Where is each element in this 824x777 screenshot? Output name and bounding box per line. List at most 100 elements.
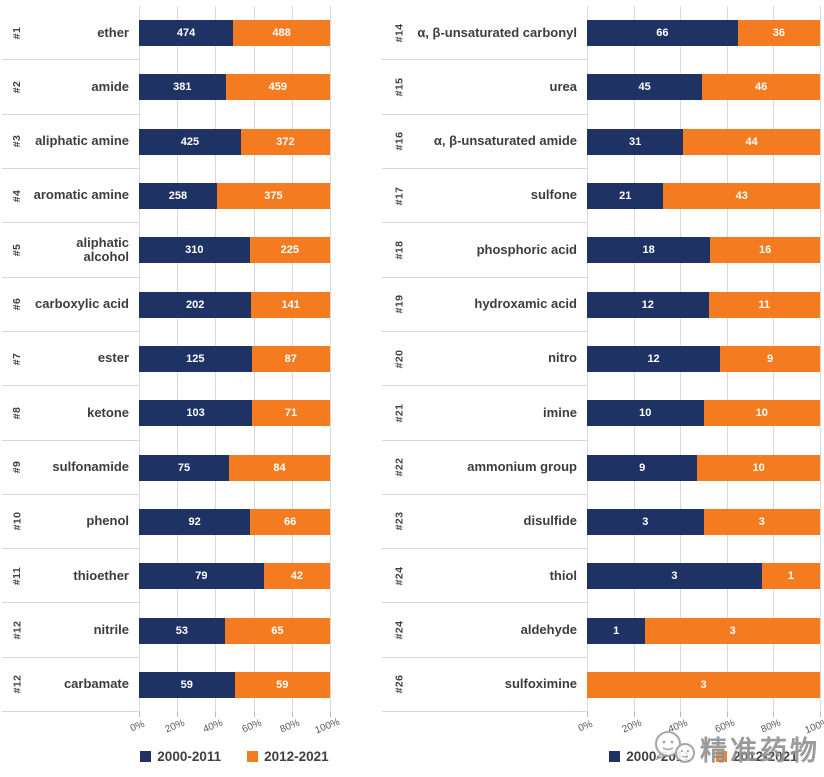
axis-tick	[587, 712, 588, 717]
chart-row: #23 disulfide 3 3	[382, 494, 820, 550]
row-rank: #18	[382, 241, 416, 260]
legend-swatch	[716, 751, 728, 762]
row-rank-text: #7	[10, 352, 23, 365]
bar-segment-series-1: 10	[703, 400, 820, 427]
chart-rows-area: #1 ether 474 488 #2 amide	[2, 6, 331, 713]
stacked-bar: 12 11	[587, 291, 820, 318]
row-rank-text: #10	[10, 512, 23, 531]
row-label-cell: #17 sulfone	[382, 168, 587, 224]
row-label-cell: #15 urea	[382, 60, 587, 115]
bar-segment-series-1: 87	[251, 346, 330, 373]
chart-row: #16 α, β-unsaturated amide 31 44	[382, 114, 820, 169]
row-category: α, β-unsaturated amide	[433, 133, 577, 149]
bar-value-label: 53	[175, 624, 189, 637]
bar-segment-series-1: 3	[587, 671, 820, 698]
row-label-cell: #21 imine	[382, 386, 587, 441]
axis-tick	[680, 712, 682, 717]
row-rank: #20	[382, 349, 416, 368]
bar-value-label: 10	[752, 461, 765, 474]
bar-value-label: 488	[272, 27, 291, 40]
bar-value-label: 10	[755, 407, 768, 420]
bar-value-label: 79	[195, 570, 208, 583]
bar-value-label: 31	[629, 135, 642, 148]
stacked-bar: 125 87	[139, 346, 330, 373]
stacked-bar: 3 1	[587, 563, 820, 590]
axis-tick	[773, 712, 775, 717]
row-rank: #8	[2, 407, 32, 419]
chart-row: #10 phenol 92 66	[2, 494, 330, 550]
bar-value-label: 75	[177, 461, 191, 474]
bar-segment-series-0: 45	[587, 74, 703, 101]
row-rank-text: #14	[392, 23, 405, 43]
row-category: thiol	[549, 567, 577, 583]
bar-track: 12 9	[587, 332, 820, 386]
row-rank: #2	[2, 81, 32, 93]
row-rank: #17	[382, 186, 416, 205]
chart-row: #11 thioether 79 42	[2, 549, 330, 604]
row-rank-text: #22	[392, 457, 405, 477]
row-rank: #23	[382, 512, 416, 531]
row-rank-text: #4	[10, 189, 23, 202]
bar-track: 75 84	[139, 441, 330, 495]
row-category: sulfoximine	[504, 676, 577, 692]
bar-segment-series-1: 141	[251, 291, 330, 318]
row-rank: #11	[2, 567, 32, 585]
row-rank-text: #21	[392, 403, 405, 423]
chart-row: #22 ammonium group 9 10	[382, 440, 820, 495]
legend-swatch	[609, 751, 621, 762]
chart-row: #19 hydroxamic acid 12 11	[382, 277, 820, 332]
bar-track: 31 44	[587, 115, 820, 169]
axis-tick-label: 100%	[313, 716, 342, 737]
row-rank-text: #12	[10, 675, 23, 694]
bar-value-label: 18	[642, 244, 655, 257]
bar-segment-series-0: 202	[139, 291, 252, 318]
row-rank: #24	[382, 621, 416, 640]
bar-segment-series-1: 3	[703, 508, 820, 535]
bar-value-label: 59	[180, 678, 193, 691]
stacked-bar: 59 59	[139, 671, 330, 698]
bar-track: 3	[587, 658, 820, 712]
row-category: aldehyde	[520, 621, 577, 637]
row-category: disulfide	[523, 513, 577, 529]
row-label-cell: #10 phenol	[2, 494, 139, 550]
row-label-cell: #23 disulfide	[382, 494, 587, 550]
bar-value-label: 59	[276, 678, 289, 691]
axis-tick	[633, 712, 635, 717]
bar-segment-series-0: 21	[587, 183, 664, 210]
row-rank-text: #3	[10, 135, 23, 148]
row-category: imine	[543, 404, 577, 420]
row-rank-text: #17	[392, 186, 405, 205]
row-label-cell: #3 aliphatic amine	[2, 114, 139, 169]
bar-value-label: 3	[700, 678, 707, 691]
row-label-cell: #24 aldehyde	[382, 603, 587, 658]
stacked-bar: 66 36	[587, 20, 820, 47]
chart-row: #1 ether 474 488	[2, 6, 330, 61]
row-rank-text: #24	[392, 566, 405, 586]
bar-segment-series-1: 459	[225, 74, 330, 101]
row-category: nitrile	[93, 621, 129, 637]
bar-segment-series-1: 225	[249, 237, 330, 264]
bar-segment-series-1: 44	[683, 128, 820, 155]
chart-row: #5 aliphatic alcohol 310 225	[2, 223, 330, 278]
row-rank: #14	[382, 23, 416, 42]
bar-track: 21 43	[587, 169, 820, 223]
axis-tick-label: 80%	[278, 717, 302, 736]
bar-value-label: 425	[180, 135, 200, 148]
row-rank: #3	[2, 135, 32, 147]
bar-segment-series-0: 9	[587, 454, 698, 481]
bar-track: 53 65	[139, 603, 330, 657]
row-rank: #1	[2, 26, 32, 38]
x-axis: 0% 20% 40% 60% 80% 100%	[129, 712, 341, 746]
row-category: sulfone	[530, 187, 577, 203]
chart-row: #7 ester 125 87	[2, 331, 330, 387]
row-rank-text: #24	[392, 620, 405, 640]
row-label-cell: #14 α, β-unsaturated carbonyl	[382, 6, 587, 61]
bar-value-label: 3	[642, 515, 649, 528]
row-rank: #9	[2, 461, 32, 473]
chart-row: #12 nitrile 53 65	[2, 603, 330, 658]
bar-value-label: 103	[186, 407, 205, 420]
row-category: carbamate	[63, 676, 129, 692]
row-category: carboxylic acid	[35, 296, 129, 312]
bar-value-label: 66	[283, 515, 297, 528]
bar-track: 125 87	[139, 332, 330, 386]
